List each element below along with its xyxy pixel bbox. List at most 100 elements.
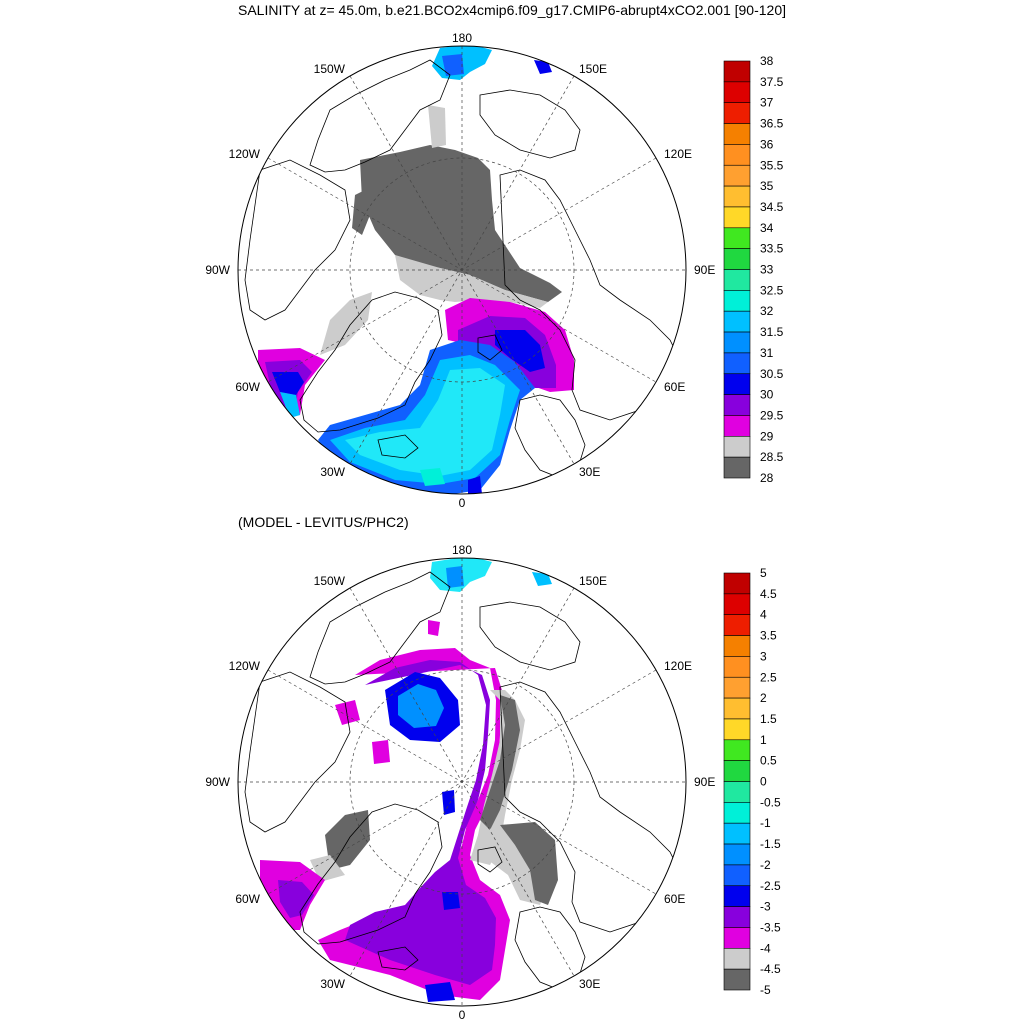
salinity-map: 180 150E 120E 90E 60E 30E 0 30W 60W 90W … — [205, 31, 715, 510]
lon-label-120w: 120W — [229, 659, 261, 673]
colorbar-swatch — [723, 781, 751, 803]
colorbar-swatch — [723, 81, 751, 103]
lon-label-120w: 120W — [229, 147, 261, 161]
lon-label-90w: 90W — [205, 263, 230, 277]
lon-label-150e: 150E — [579, 62, 607, 76]
field-blue-strait — [442, 790, 455, 815]
lon-label-90e: 90E — [694, 775, 715, 789]
colorbar-tick-label: 37.5 — [760, 75, 784, 89]
field-cyan-nordic — [345, 368, 505, 476]
map-border — [237, 557, 687, 1007]
colorbar-tick-label: 28.5 — [760, 450, 784, 464]
colorbar-tick-label: 33.5 — [760, 242, 784, 256]
field-blue-labrador — [272, 372, 304, 395]
colorbar-swatch — [723, 206, 751, 229]
colorbar-swatch — [723, 227, 751, 249]
field-blue-norway — [468, 476, 482, 494]
coast-canada — [244, 671, 351, 833]
colorbar-swatch — [723, 718, 751, 741]
colorbar-swatch — [723, 185, 751, 208]
colorbar-tick-label: -3.5 — [760, 920, 781, 934]
colorbar-tick-label: 30 — [760, 388, 774, 402]
colorbar-swatch — [723, 593, 751, 615]
colorbar-tick-label: 33 — [760, 263, 774, 277]
meridian-120e-60w — [267, 157, 657, 383]
colorbar-tick-label: 2 — [760, 691, 767, 705]
colorbar-tick-label: -0.5 — [760, 795, 781, 809]
salinity-colorbar: 38 37.5 37 36.5 36 35.5 35 34.5 34 33.5 33 32.5 32 31… — [723, 54, 784, 485]
longitude-labels: 180 150E 120E 90E 60E 30E 0 30W 60W 90W … — [205, 543, 715, 1022]
colorbar-swatch — [723, 394, 751, 416]
colorbar-tick-label: 28 — [760, 471, 774, 485]
field-cyan-east-siberia — [532, 572, 552, 586]
field-magenta-canada-patch — [335, 700, 360, 725]
longitude-labels: 180 150E 120E 90E 60E 30E 0 30W 60W 90W … — [205, 31, 715, 510]
field-blue-east-siberia — [534, 60, 552, 74]
lon-label-60e: 60E — [664, 380, 685, 394]
colorbar-swatch — [723, 760, 751, 782]
colorbar-swatch — [723, 947, 751, 970]
colorbar-tick-label: -1.5 — [760, 837, 781, 851]
colorbar-tick-label: -1 — [760, 816, 771, 830]
colorbar-swatch — [723, 373, 751, 395]
lon-label-60w: 60W — [235, 892, 260, 906]
field-blue-norway-spot — [425, 982, 455, 1002]
colorbar-tick-label: 36 — [760, 137, 774, 151]
lon-label-60e: 60E — [664, 892, 685, 906]
colorbar-swatch — [723, 843, 751, 866]
colorbar-tick-label: 0.5 — [760, 754, 777, 768]
colorbar-swatch — [723, 906, 751, 928]
colorbar-tick-label: -4.5 — [760, 962, 781, 976]
colorbar-tick-label: 29.5 — [760, 408, 784, 422]
field-cyan-green-patch — [420, 468, 445, 486]
lon-label-90e: 90E — [694, 263, 715, 277]
colorbar-swatch — [723, 310, 751, 333]
main-title: SALINITY at z= 45.0m, b.e21.BCO2x4cmip6.… — [238, 2, 786, 18]
colorbar-tick-label: -2.5 — [760, 879, 781, 893]
lon-label-60w: 60W — [235, 380, 260, 394]
coast-greenland — [299, 291, 443, 433]
field-blue-nordic-spot — [442, 892, 460, 910]
coast-svalbard — [477, 846, 503, 873]
difference-title: (MODEL - LEVITUS/PHC2) — [238, 514, 409, 530]
colorbar-swatch — [723, 697, 751, 720]
colorbar-tick-label: 0 — [760, 775, 767, 789]
colorbar-tick-label: 34.5 — [760, 200, 784, 214]
colorbar-swatch — [723, 635, 751, 657]
colorbar-swatch — [723, 60, 751, 83]
colorbar-swatch — [723, 248, 751, 270]
coast-greenland — [299, 803, 443, 945]
colorbar-swatch — [723, 331, 751, 354]
coast-east-siberia — [479, 89, 581, 159]
coast-iceland — [377, 946, 419, 971]
colorbar-swatch — [723, 676, 751, 699]
field-purple-labrador — [278, 880, 314, 918]
colorbar-swatch — [723, 864, 751, 887]
meridian-120e-60w — [267, 669, 657, 895]
colorbar-tick-label: 4 — [760, 608, 767, 622]
colorbar-swatch — [723, 456, 751, 479]
lon-label-150e: 150E — [579, 574, 607, 588]
lon-label-30e: 30E — [579, 977, 600, 991]
field-darkgray-kara — [500, 822, 558, 905]
lon-label-30w: 30W — [320, 465, 345, 479]
salinity-field — [258, 46, 574, 494]
colorbar-tick-label: 29 — [760, 429, 774, 443]
colorbar-swatch — [723, 802, 751, 824]
coast-alaska — [309, 571, 451, 685]
colorbar-tick-label: 5 — [760, 566, 767, 580]
lon-label-150w: 150W — [314, 574, 346, 588]
field-blue-barents — [495, 330, 545, 372]
colorbar-tick-label: 1.5 — [760, 712, 777, 726]
field-magenta-canada-patch2 — [372, 740, 390, 764]
field-dark-gray-central — [360, 145, 562, 302]
lon-label-150w: 150W — [314, 62, 346, 76]
colorbar-swatch — [723, 927, 751, 949]
colorbar-tick-label: 31 — [760, 346, 774, 360]
colorbar-swatch — [723, 435, 751, 458]
field-darkgray-band — [480, 695, 520, 830]
colorbar-swatch — [723, 739, 751, 761]
colorbar-tick-label: -3 — [760, 900, 771, 914]
colorbar-swatch — [723, 822, 751, 845]
